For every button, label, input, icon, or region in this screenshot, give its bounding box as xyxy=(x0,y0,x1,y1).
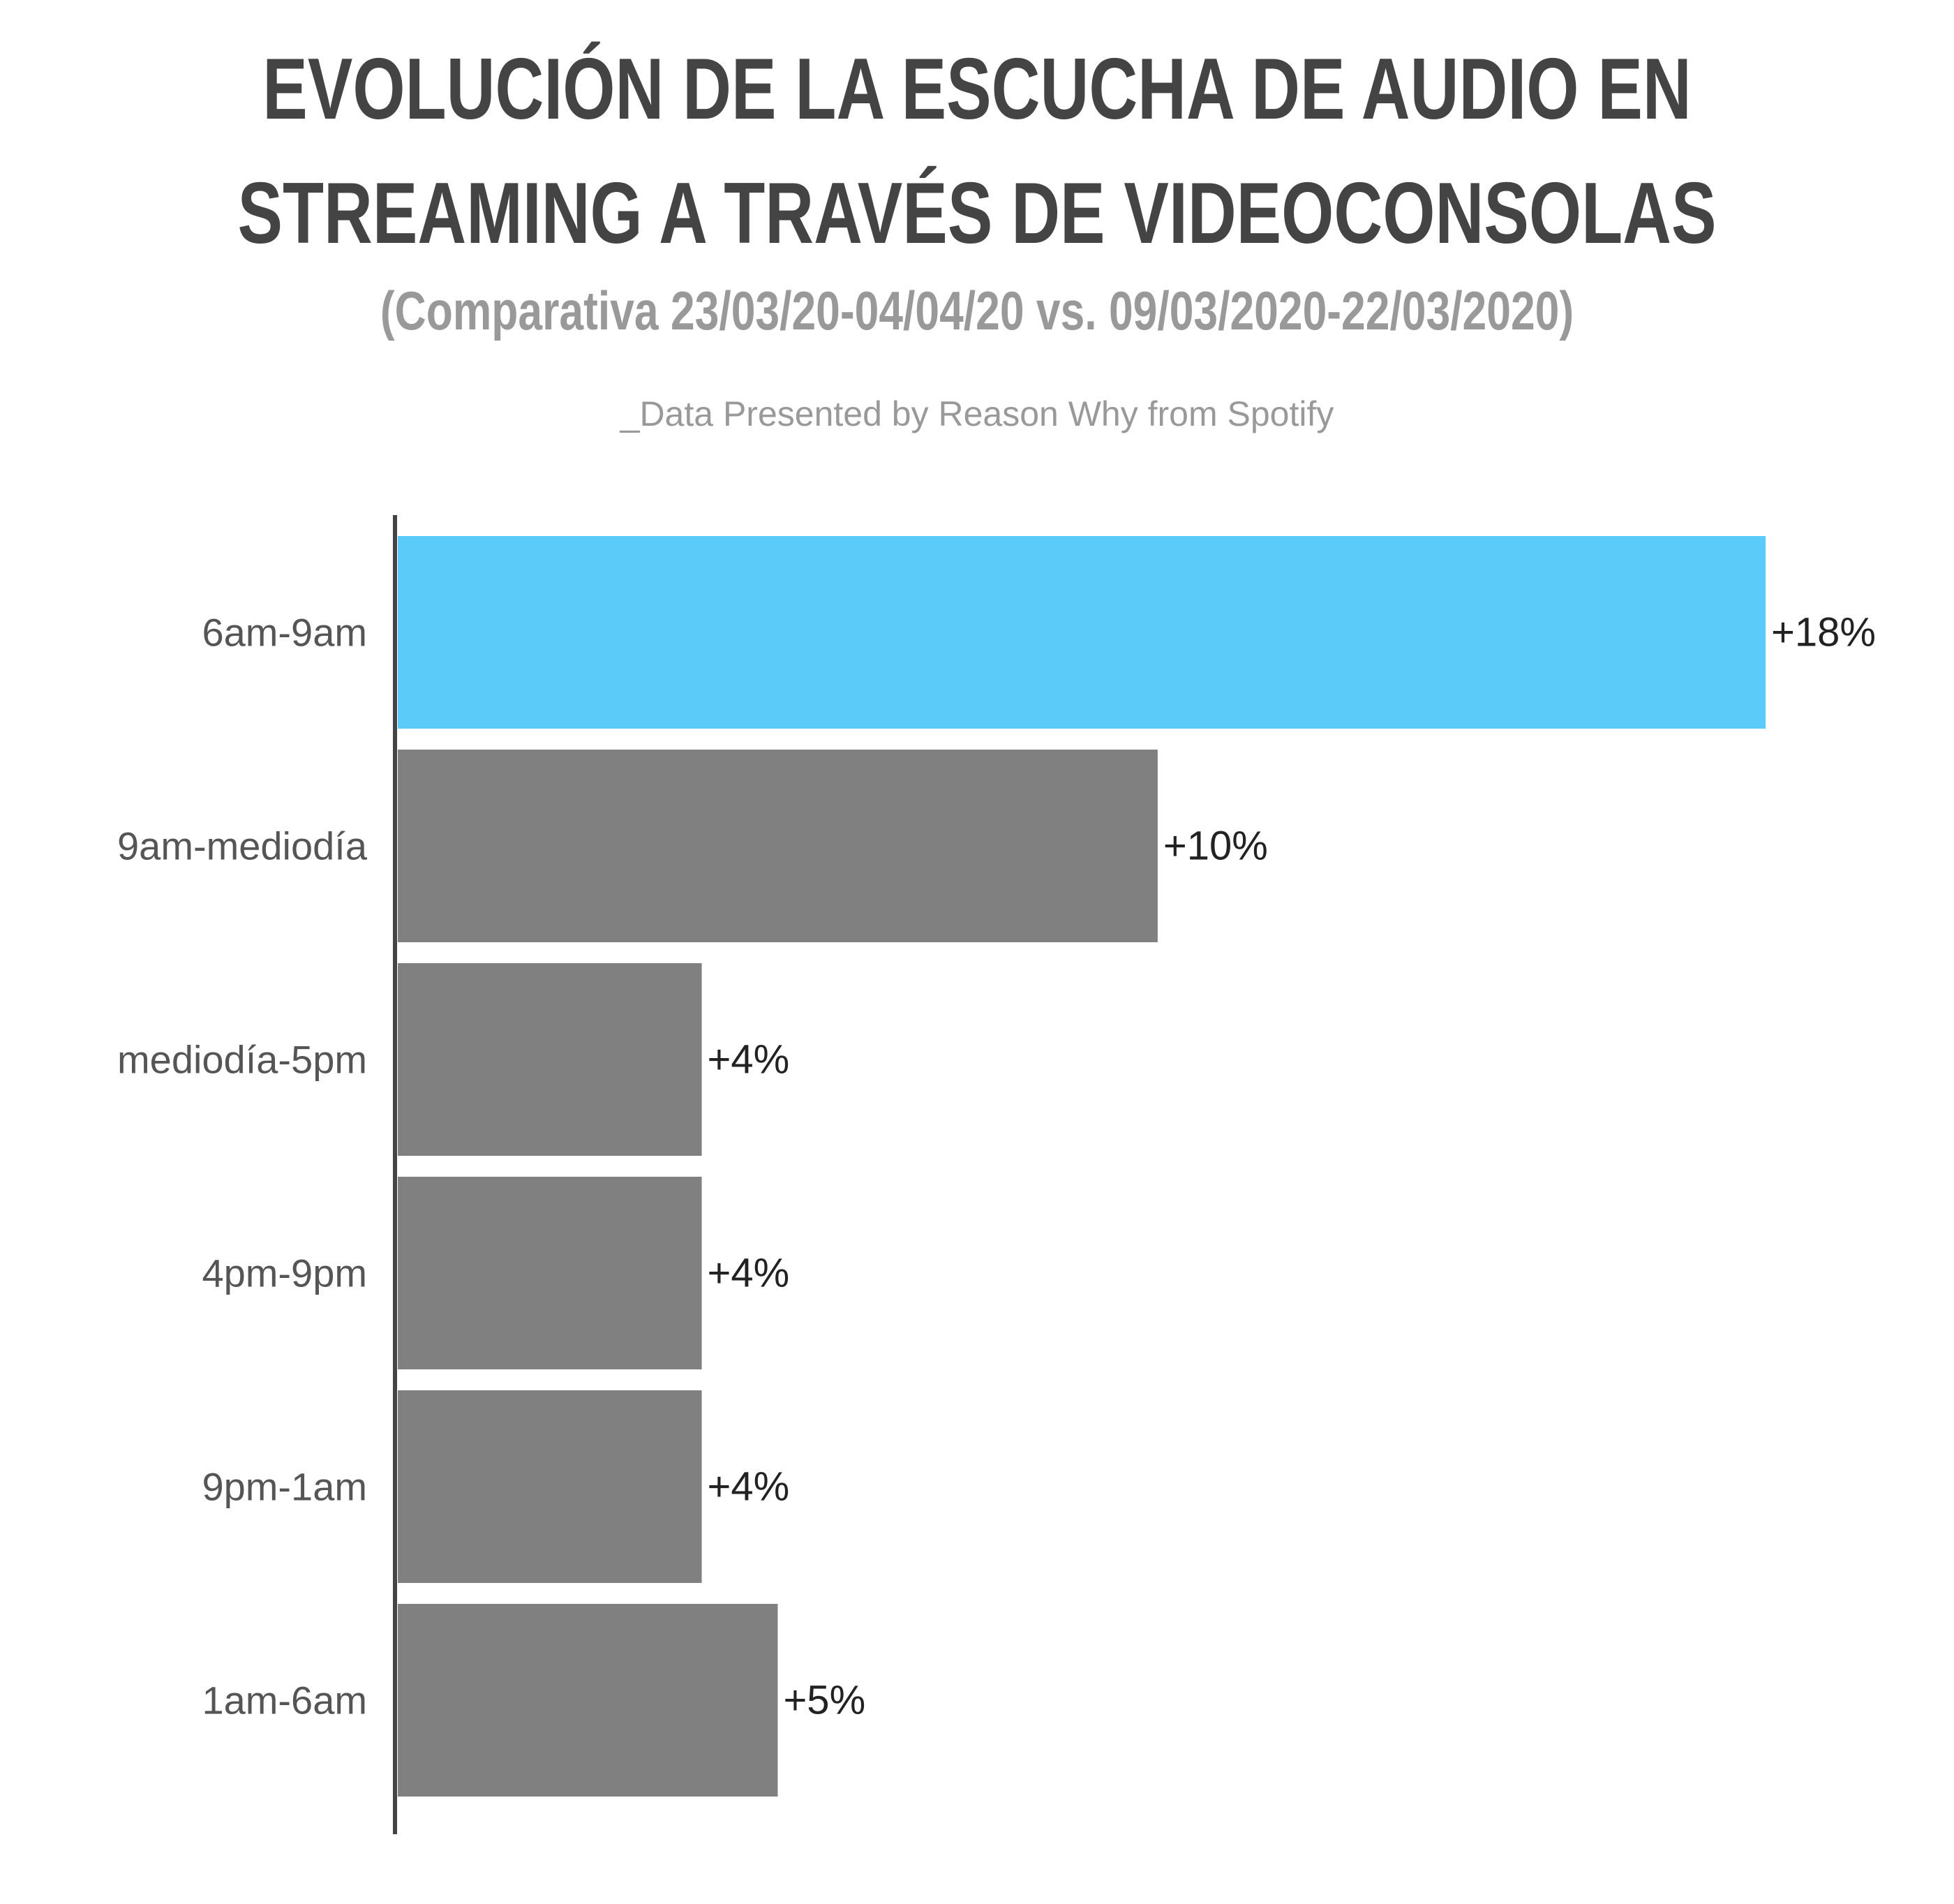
category-label-2: mediodía-5pm xyxy=(117,1038,367,1082)
value-label-4: +4% xyxy=(708,1464,790,1510)
bar-4 xyxy=(398,1390,702,1583)
bar-3 xyxy=(398,1177,702,1369)
bar-0 xyxy=(398,536,1766,729)
value-label-2: +4% xyxy=(708,1037,790,1083)
bar-2 xyxy=(398,963,702,1156)
chart-title-line-2: STREAMING A TRAVÉS DE VIDEOCONSOLAS xyxy=(237,165,1717,262)
category-label-4: 9pm-1am xyxy=(202,1465,367,1509)
category-label-5: 1am-6am xyxy=(202,1679,367,1723)
bar-1 xyxy=(398,750,1158,942)
data-source-note: _Data Presented by Reason Why from Spoti… xyxy=(620,394,1334,433)
value-label-0: +18% xyxy=(1771,610,1876,655)
category-label-3: 4pm-9pm xyxy=(202,1251,367,1295)
value-label-1: +10% xyxy=(1163,824,1268,869)
category-label-0: 6am-9am xyxy=(202,611,367,655)
value-label-3: +4% xyxy=(708,1251,790,1296)
category-label-1: 9am-mediodía xyxy=(117,824,368,868)
bar-5 xyxy=(398,1604,778,1797)
chart-subtitle: (Comparativa 23/03/20-04/04/20 vs. 09/03… xyxy=(380,280,1574,341)
value-label-5: +5% xyxy=(783,1678,865,1723)
chart-title-line-1: EVOLUCIÓN DE LA ESCUCHA DE AUDIO EN xyxy=(262,41,1692,137)
